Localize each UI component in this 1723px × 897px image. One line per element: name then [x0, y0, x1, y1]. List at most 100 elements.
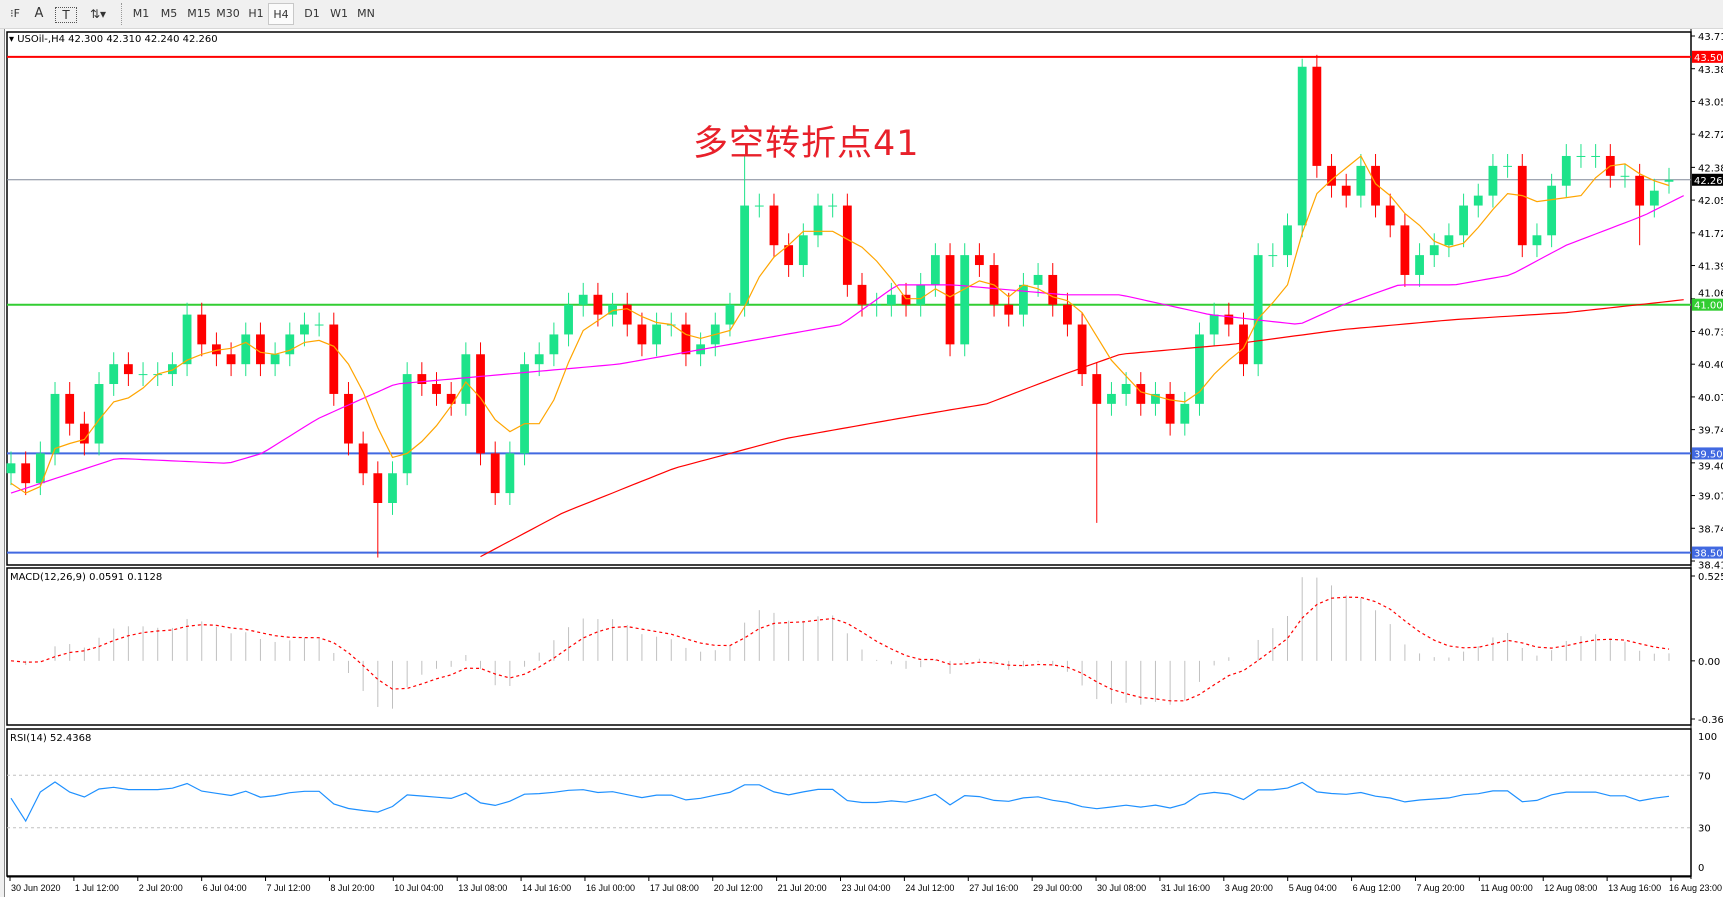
bull-candle [1209, 314, 1219, 335]
bear-candle [1635, 175, 1645, 206]
bear-candle [212, 344, 221, 355]
macd-tick-label: -0.3603 [1698, 715, 1723, 726]
bull-candle [930, 255, 940, 285]
bull-candle [402, 374, 412, 474]
price-tick-label: 39.740 [1698, 426, 1723, 437]
timeframe-m30-button[interactable]: M30 [216, 7, 240, 20]
timeframe-m1-button[interactable]: M1 [132, 7, 150, 20]
bear-candle [79, 423, 89, 444]
rsi-panel-frame [6, 728, 1692, 877]
bear-candle [1371, 165, 1380, 206]
timeframe-w1-button[interactable]: W1 [330, 7, 348, 20]
bear-candle [21, 463, 31, 484]
bear-candle [974, 255, 984, 266]
price-tick-label: 41.725 [1698, 229, 1723, 240]
timeframe-m5-button[interactable]: M5 [160, 7, 178, 20]
price-tag-bg [1692, 447, 1723, 460]
timeframe-h1-button[interactable]: H1 [248, 7, 264, 20]
price-tick-label: 38.745 [1698, 524, 1723, 535]
bull-candle [1429, 245, 1439, 256]
price-tag-label: 41.000 [1694, 301, 1723, 312]
time-tick-label: 6 Jul 04:00 [203, 883, 247, 893]
price-tag-label: 43.500 [1694, 53, 1723, 64]
time-tick-label: 1 Jul 12:00 [75, 883, 119, 893]
bull-candle [1107, 393, 1116, 404]
ma-fast-line [10, 155, 1670, 494]
bull-candle [1356, 165, 1366, 196]
text-tool-icon[interactable]: A [34, 6, 44, 21]
time-tick-label: 8 Jul 20:00 [330, 883, 374, 893]
price-tag-label: 42.260 [1694, 176, 1723, 187]
bull-candle [138, 374, 148, 376]
bear-candle [373, 473, 383, 503]
bull-candle [534, 354, 544, 365]
bear-candle [256, 334, 265, 365]
rsi-label: RSI(14) 52.4368 [10, 733, 92, 744]
time-tick-label: 6 Aug 12:00 [1353, 883, 1401, 893]
time-tick-label: 30 Jun 2020 [11, 883, 61, 893]
rsi-line [10, 781, 1670, 823]
timeframe-h4-button[interactable]: H4 [268, 3, 294, 25]
bear-candle [842, 205, 852, 285]
price-tag-bg [1692, 298, 1723, 311]
annotation-text: 多空转折点41 [693, 124, 920, 164]
timeframe-m15-button[interactable]: M15 [187, 7, 211, 20]
price-tick-label: 40.730 [1698, 327, 1723, 338]
bull-candle [798, 235, 808, 266]
bull-candle [1488, 165, 1498, 196]
time-tick-label: 7 Aug 20:00 [1416, 883, 1464, 893]
bull-candle [1297, 66, 1307, 226]
time-tick-label: 31 Jul 16:00 [1161, 883, 1210, 893]
bull-candle [1019, 284, 1028, 315]
bull-candle [94, 384, 104, 444]
bull-candle [1532, 235, 1542, 246]
rsi-tick-label: 0 [1698, 863, 1704, 874]
bull-candle [1561, 155, 1571, 186]
bear-candle [1224, 314, 1234, 325]
main-panel-frame [6, 31, 1692, 566]
bull-candle [725, 304, 735, 325]
bear-candle [1048, 274, 1058, 305]
bull-candle [182, 314, 192, 365]
chart-canvas[interactable]: 43.710 43.380 43.050 42.720 42.385 42.055 41.7… [5, 29, 1723, 897]
time-tick-label: 30 Jul 08:00 [1097, 883, 1146, 893]
bull-candle [1253, 255, 1263, 365]
bull-candle [886, 294, 896, 305]
bear-candle [446, 393, 456, 404]
bull-candle [1268, 255, 1278, 257]
timeframe-d1-button[interactable]: D1 [304, 7, 320, 20]
bear-candle [329, 324, 339, 394]
bull-candle [314, 324, 324, 326]
bull-candle [1473, 195, 1483, 206]
price-tick-label: 40.070 [1698, 393, 1723, 404]
time-tick-label: 24 Jul 12:00 [905, 883, 954, 893]
time-tick-label: 21 Jul 20:00 [778, 883, 827, 893]
timeframe-mn-button[interactable]: MN [357, 7, 375, 20]
time-tick-label: 16 Aug 23:00 [1669, 883, 1722, 893]
bear-candle [945, 255, 955, 345]
rsi-tick-label: 30 [1698, 824, 1711, 835]
time-tick-label: 13 Jul 08:00 [458, 883, 507, 893]
bear-candle [358, 443, 368, 474]
bull-candle [1620, 175, 1630, 177]
macd-tick-label: 0.5257 [1698, 572, 1723, 583]
price-tag-bg [1692, 173, 1723, 186]
price-tick-label: 42.720 [1698, 130, 1723, 141]
time-tick-label: 10 Jul 04:00 [394, 883, 443, 893]
price-tick-label: 38.415 [1698, 561, 1723, 572]
bull-candle [388, 473, 397, 503]
arrows-tool-icon[interactable]: ⇅▾ [89, 7, 107, 21]
bull-candle [652, 324, 661, 345]
bull-candle [300, 324, 309, 335]
bear-candle [1400, 225, 1410, 275]
bear-candle [1517, 165, 1527, 246]
chart-window[interactable]: 43.710 43.380 43.050 42.720 42.385 42.055 41.7… [4, 29, 1723, 897]
bull-candle [1180, 403, 1190, 424]
bear-candle [1063, 304, 1072, 325]
bull-candle [1121, 384, 1131, 394]
time-tick-label: 29 Jul 00:00 [1033, 883, 1082, 893]
ma-mid-line [10, 195, 1684, 494]
period-separator-icon[interactable]: ⁝F [10, 7, 20, 20]
bull-candle [1195, 334, 1204, 404]
text-label-tool-icon[interactable]: T [55, 7, 77, 23]
